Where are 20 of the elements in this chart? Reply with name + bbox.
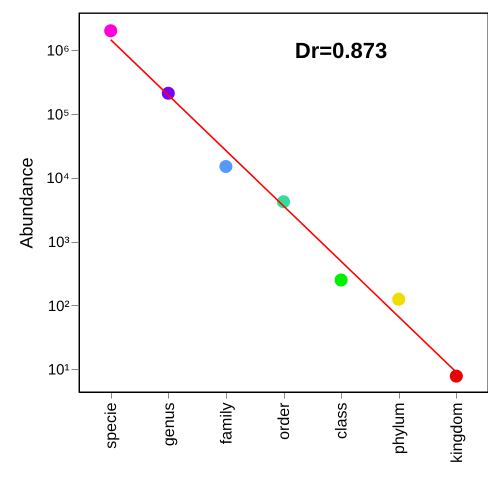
- x-tick-label: class: [334, 402, 351, 439]
- point: [219, 160, 232, 173]
- point: [450, 370, 463, 383]
- x-tick-label: specie: [103, 402, 120, 449]
- x-tick-label: phylum: [391, 402, 408, 454]
- y-tick-label: 10⁴: [46, 170, 70, 188]
- x-tick-label: kingdom: [448, 402, 466, 463]
- y-tick-label: 10³: [48, 234, 70, 252]
- annotation: Dr=0.873: [294, 38, 388, 63]
- y-tick-label: 10⁵: [46, 106, 70, 124]
- x-tick-label: family: [218, 402, 236, 444]
- y-axis-title: Abundance: [16, 157, 36, 249]
- point: [392, 292, 406, 306]
- x-tick-label: genus: [160, 402, 178, 446]
- point: [334, 273, 348, 286]
- y-tick-label: 10²: [48, 298, 70, 315]
- point: [104, 24, 118, 38]
- y-tick-label: 10¹: [48, 362, 70, 379]
- y-tick-label: 10⁶: [46, 42, 70, 60]
- x-tick-label: order: [276, 402, 293, 440]
